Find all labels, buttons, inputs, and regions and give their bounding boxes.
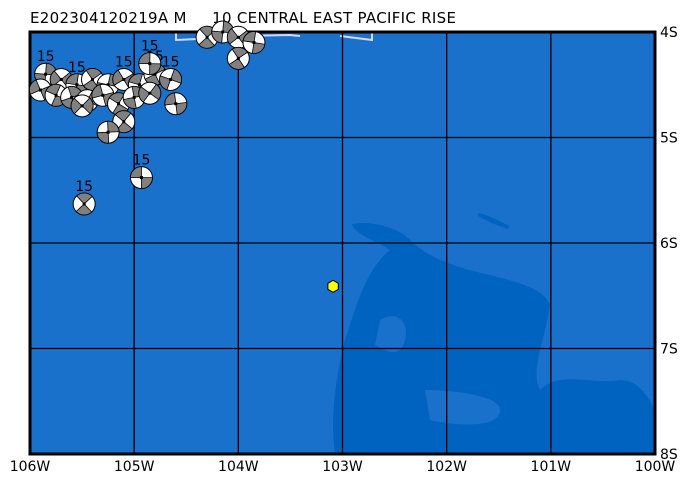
epicenter-hexagon (327, 279, 339, 293)
lat-tick-label: 8S (660, 447, 678, 463)
graticule (28, 30, 657, 456)
bathymetry (175, 30, 655, 454)
axis-labels: 106W 105W 104W 103W 102W 101W 100W 4S 5S 6S 7S 8S (10, 25, 678, 475)
beachball-axis (205, 35, 209, 39)
lat-tick-label: 4S (660, 25, 678, 41)
beachball-compression (242, 31, 266, 54)
beachball-axis (101, 93, 105, 97)
beachball (138, 81, 162, 105)
beachball-axis (252, 41, 256, 45)
beachball-axis (236, 35, 240, 39)
beachball: 15 (138, 39, 162, 76)
beachball-axis (38, 88, 42, 92)
depth-label: 15 (37, 49, 55, 65)
bathy-rise (425, 390, 500, 425)
beachball-axis (122, 77, 126, 81)
beachball-axis (44, 72, 48, 76)
lat-tick-label: 5S (660, 131, 678, 147)
beachball-axis (174, 102, 178, 106)
beachball-axis (153, 72, 157, 76)
beachball-axis (70, 95, 74, 99)
beachball-compression (96, 120, 120, 144)
depth-label: 15 (162, 54, 180, 70)
beachball-axis (221, 30, 225, 34)
beachball-compression (138, 83, 162, 103)
lon-tick-label: 104W (218, 459, 259, 475)
map-title: E202304120219A M 10 CENTRAL EAST PACIFIC… (30, 9, 456, 27)
lon-tick-label: 102W (426, 459, 467, 475)
lon-tick-label: 100W (635, 459, 676, 475)
beachball-axis (148, 91, 152, 95)
depth-label: 15 (75, 179, 93, 195)
beachball-axis (59, 77, 63, 81)
beachball-axis (106, 130, 110, 134)
beachball-axis (137, 83, 141, 87)
lon-tick-label: 105W (114, 459, 155, 475)
bathy-rise (375, 316, 406, 352)
beachball-axis (80, 104, 84, 108)
lat-tick-label: 6S (660, 236, 678, 252)
beachball (96, 120, 120, 144)
beachball-axis (117, 102, 121, 106)
deep-basin (333, 222, 655, 454)
beachball-compression (70, 97, 94, 115)
beachball-axis (75, 83, 79, 87)
magnitude: M (173, 9, 187, 27)
depth-label: 15 (141, 39, 159, 55)
beachball: 15 (159, 54, 183, 91)
beachball-axis (82, 202, 86, 206)
beachball-axis (54, 93, 58, 97)
beachball-axis (91, 77, 94, 81)
beachball: 15 (72, 179, 96, 216)
beachball (164, 92, 188, 116)
lon-tick-label: 101W (531, 459, 572, 475)
event-id: E202304120219A (30, 9, 169, 27)
lat-tick-label: 7S (660, 342, 678, 358)
lon-tick-label: 106W (10, 459, 51, 475)
depth-label: 15 (133, 153, 151, 169)
epicenter-marker (327, 279, 339, 293)
lon-tick-label: 103W (322, 459, 363, 475)
beachball-axis (132, 95, 136, 99)
beachball (226, 46, 250, 70)
focal-mechanisms: 1515151515151515 (28, 20, 266, 216)
beachball (242, 31, 266, 55)
plate-boundary (339, 32, 373, 42)
depth-label: 15 (68, 60, 86, 76)
beachball-compression (75, 192, 93, 216)
beachball-axis (139, 176, 143, 180)
bathy-trough (478, 213, 510, 229)
beachball (70, 94, 94, 118)
beachball-axis (169, 77, 173, 81)
beachball-axis (148, 62, 152, 66)
depth-label: 15 (115, 54, 133, 70)
beachball-axis (236, 56, 240, 60)
map-frame (28, 30, 657, 456)
beachball-axis (122, 120, 126, 124)
beachball: 15 (129, 153, 153, 190)
beachball-axis (106, 83, 110, 87)
